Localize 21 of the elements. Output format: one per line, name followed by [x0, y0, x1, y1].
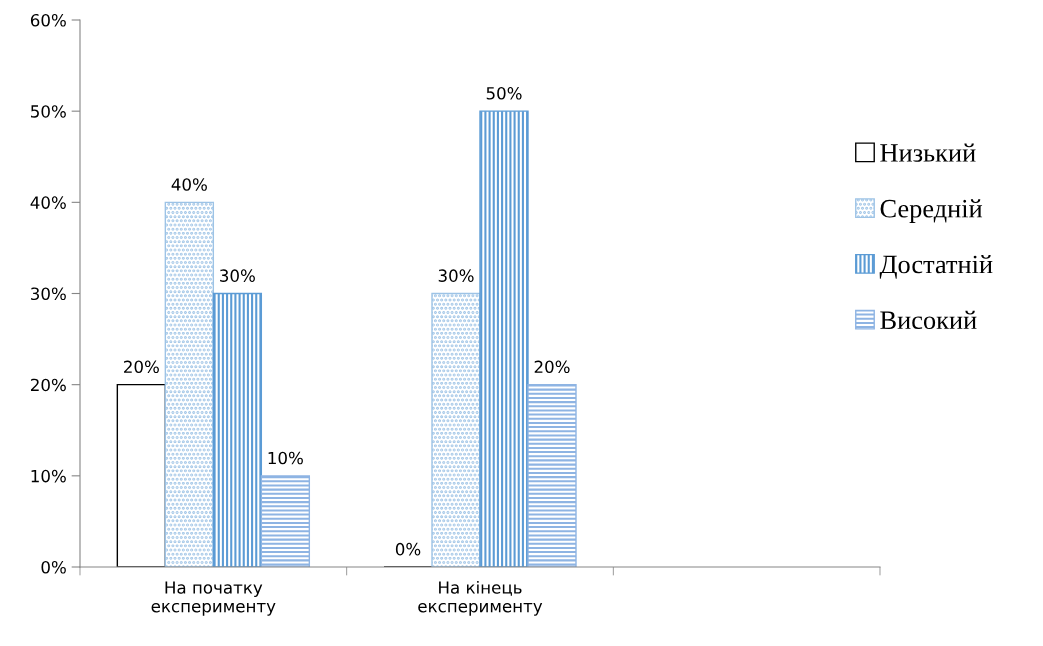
legend-label: Низький [880, 143, 976, 162]
data-label: 0% [395, 542, 421, 556]
y-tick-label: 20% [30, 378, 66, 392]
data-label: 10% [268, 451, 303, 465]
legend-label: Високий [880, 310, 977, 330]
y-tick-label: 50% [31, 105, 66, 118]
y-tick-label: 10% [31, 469, 66, 483]
y-tick-label: 40% [30, 196, 66, 209]
x-tick-label: На кінець експерименту [418, 580, 543, 616]
legend-label: Середній [880, 199, 983, 223]
y-tick-label: 30% [31, 287, 66, 301]
legend-label: Достатній [879, 255, 993, 279]
x-tick-label: На початку експерименту [151, 581, 276, 616]
data-label: 30% [220, 269, 255, 282]
data-label: 20% [534, 360, 570, 374]
data-label: 30% [438, 269, 474, 282]
data-label: 50% [486, 87, 522, 100]
data-label: 20% [124, 360, 159, 374]
y-tick-label: 0% [41, 560, 66, 574]
data-label: 40% [171, 178, 207, 191]
y-tick-label: 60% [30, 13, 66, 27]
